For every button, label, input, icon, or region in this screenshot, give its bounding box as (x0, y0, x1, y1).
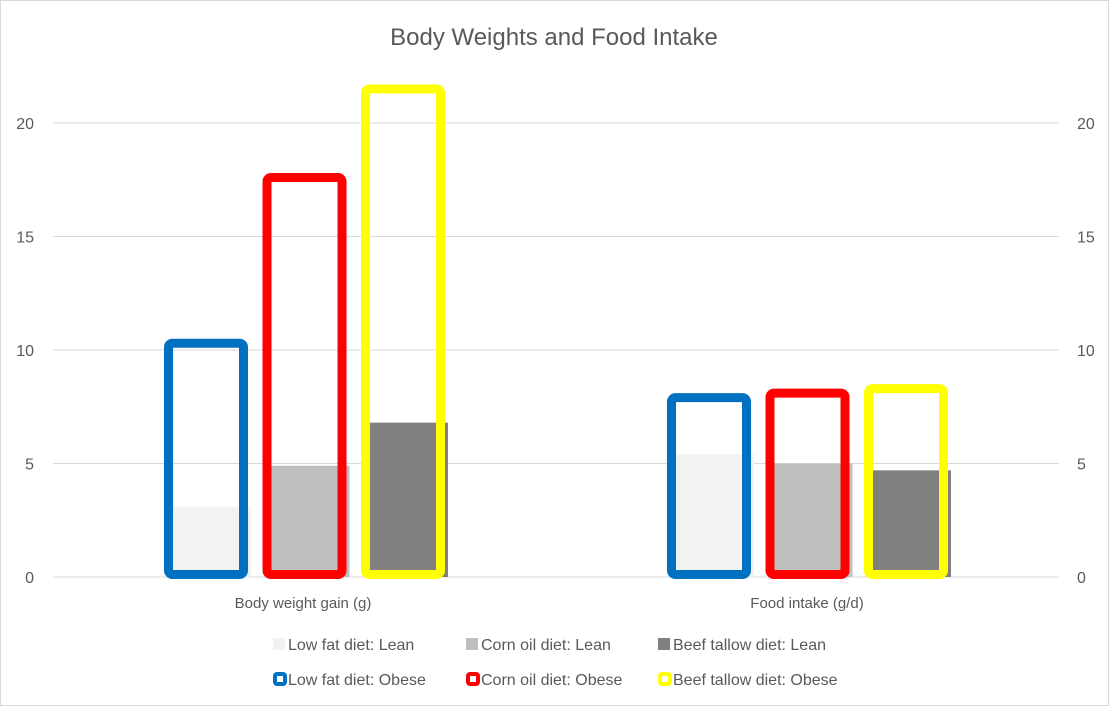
bar-obese (361, 84, 445, 579)
legend-label: Low fat diet: Lean (288, 637, 414, 654)
y-tick-label-right: 20 (1077, 116, 1095, 133)
legend-swatch (466, 672, 480, 686)
bar-lean (169, 506, 251, 577)
category-label-food-intake: Food intake (g/d) (750, 595, 863, 612)
bar-obese (864, 384, 948, 579)
legend-label: Beef tallow diet: Obese (673, 672, 838, 689)
bar-obese (765, 388, 850, 579)
obese-bars (164, 84, 948, 580)
bar-lean (869, 470, 951, 577)
y-tick-label-right: 10 (1077, 343, 1095, 360)
y-tick-label-right: 5 (1077, 457, 1086, 474)
y-tick-label-right: 0 (1077, 570, 1086, 587)
y-tick-label-left: 5 (25, 457, 34, 474)
bar-lean (770, 463, 853, 577)
legend-label: Beef tallow diet: Lean (673, 637, 826, 654)
y-tick-label-right: 15 (1077, 230, 1095, 247)
legend-swatch (658, 638, 670, 650)
y-tick-label-left: 10 (16, 343, 34, 360)
legend-swatch (273, 672, 287, 686)
axis-ticks: 0 5 10 15 20 0 5 10 15 20 (16, 116, 1095, 587)
bar-lean (366, 422, 448, 577)
legend-label: Low fat diet: Obese (288, 672, 426, 689)
lean-bars (169, 422, 951, 577)
legend-swatch (658, 672, 672, 686)
legend-swatch (273, 638, 285, 650)
bar-lean (267, 465, 350, 577)
y-tick-label-left: 15 (16, 230, 34, 247)
y-tick-label-left: 0 (25, 570, 34, 587)
legend-label: Corn oil diet: Lean (481, 637, 611, 654)
bar-lean (672, 454, 754, 577)
bar-obese (262, 172, 347, 579)
legend-swatch (466, 638, 478, 650)
bar-obese (667, 393, 751, 580)
bar-obese (164, 338, 248, 579)
category-label-body-weight: Body weight gain (g) (235, 595, 372, 612)
chart-title: Body Weights and Food Intake (390, 24, 718, 51)
legend-label: Corn oil diet: Obese (481, 672, 623, 689)
y-tick-label-left: 20 (16, 116, 34, 133)
legend: Low fat diet: Lean Corn oil diet: Lean Bee… (273, 637, 838, 689)
